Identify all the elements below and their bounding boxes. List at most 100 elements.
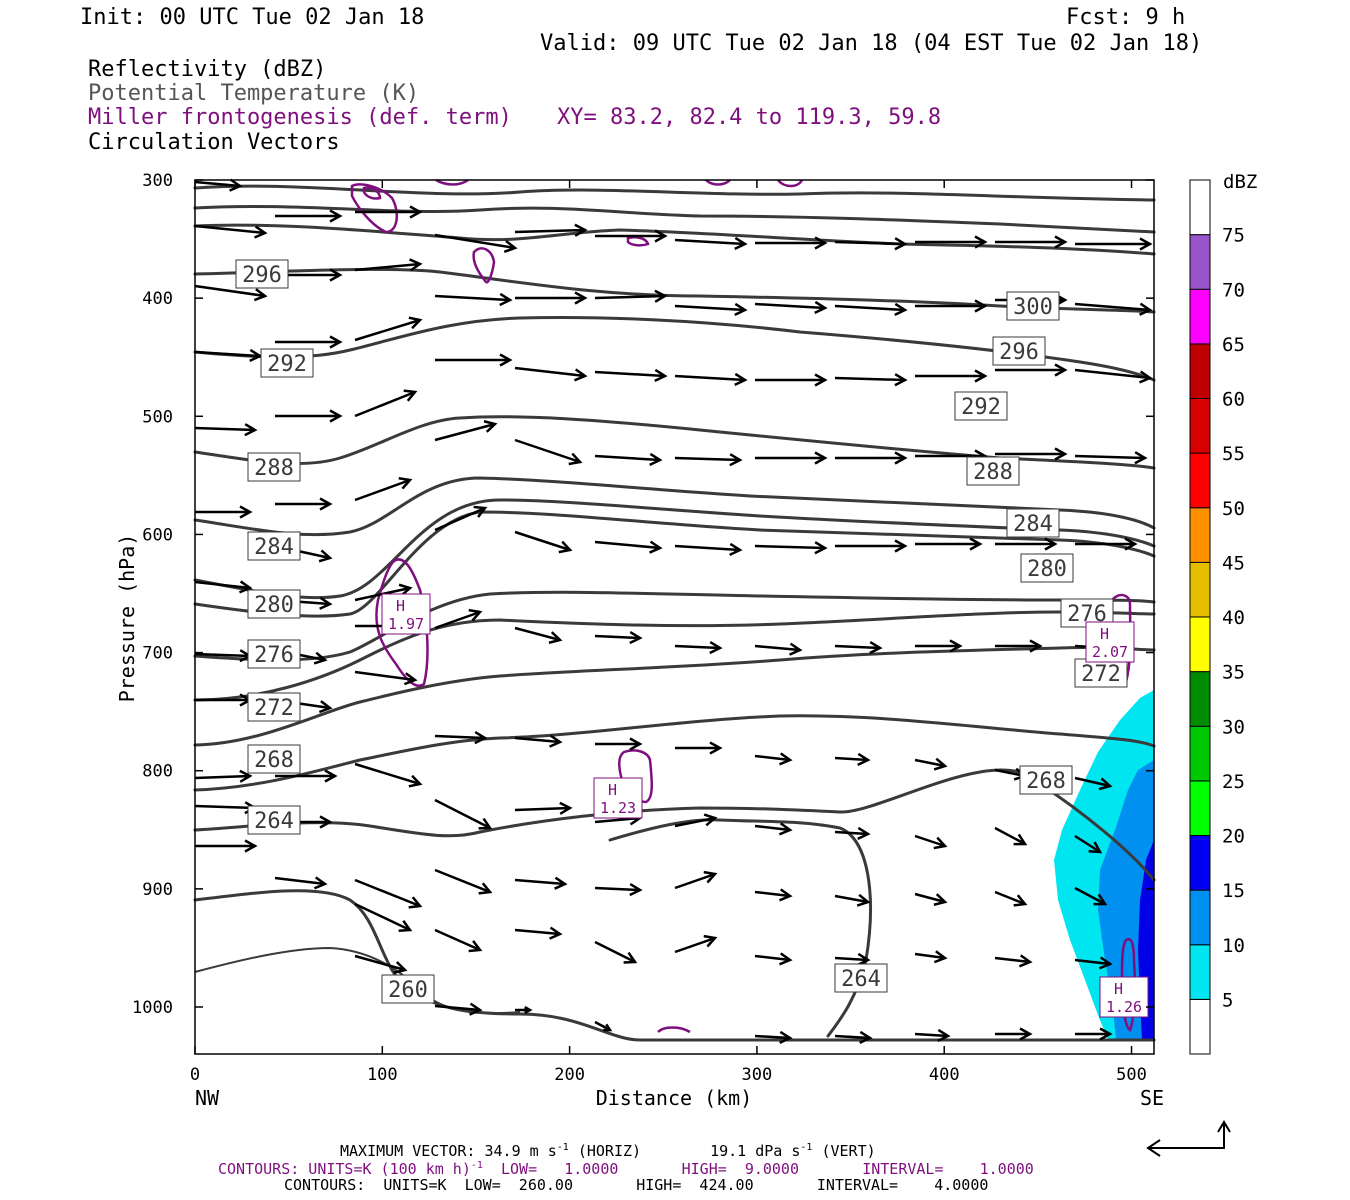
- circulation-vector: [915, 369, 988, 383]
- theta-contour-304: [193, 184, 1156, 202]
- fg-contour-top-1b: [362, 186, 382, 200]
- circulation-vector: [915, 537, 983, 551]
- colorbar-level-label: 45: [1222, 552, 1245, 574]
- circulation-vector: [995, 1027, 1033, 1041]
- circulation-vector: [594, 368, 668, 383]
- reflectivity-field: [1054, 690, 1154, 1040]
- circulation-vector: [275, 209, 343, 223]
- x-end-label-left: NW: [195, 1086, 220, 1110]
- legend-reflectivity: Reflectivity (dBZ): [88, 57, 327, 82]
- circulation-vector: [434, 233, 518, 254]
- circulation-vector: [514, 801, 573, 815]
- footer-contours-theta: CONTOURS: UNITS=K LOW= 260.00 HIGH= 424.…: [284, 1176, 989, 1194]
- theta-label-box: [235, 259, 289, 289]
- fg-max-letter: H: [608, 781, 617, 799]
- theta-label-box: [260, 348, 314, 378]
- circulation-vector: [1074, 886, 1108, 906]
- theta-contours: [193, 184, 1156, 1042]
- theta-label: 260: [388, 978, 428, 1003]
- circulation-vector: [995, 363, 1068, 377]
- theta-label-box: [247, 639, 301, 669]
- theta-label: 280: [254, 593, 294, 618]
- circulation-vector: [914, 1028, 951, 1043]
- circulation-vector: [754, 888, 793, 902]
- theta-contour-302: [193, 204, 1156, 234]
- colorbar-level-label: 50: [1222, 498, 1245, 520]
- fg-contour-1.26: [1120, 937, 1137, 1032]
- theta-label-box: [381, 974, 435, 1004]
- circulation-vector: [274, 876, 328, 890]
- colorbar-level-label: 60: [1222, 389, 1245, 411]
- reflectivity-colorbar: 5 10 15 20 25 30 35 40 45 50 55 60 65 70 75: [1189, 179, 1245, 1055]
- fg-contour-1.97: [375, 558, 429, 687]
- circulation-vector: [595, 229, 668, 243]
- circulation-vector: [354, 258, 423, 272]
- contours1-label: CONTOURS: UNITS=K (100 km h): [218, 1160, 471, 1178]
- circulation-vector: [595, 737, 643, 751]
- colorbar-swatch: [1189, 561, 1211, 618]
- circulation-vector: [514, 366, 588, 382]
- circulation-vector: [754, 300, 828, 315]
- fg-contour-top-4: [705, 179, 731, 186]
- circulation-vector: [674, 302, 748, 317]
- theta-label: 296: [999, 340, 1039, 365]
- circulation-vector: [515, 291, 588, 305]
- colorbar-level-label: 55: [1222, 443, 1245, 465]
- theta-label: 288: [973, 460, 1013, 485]
- colorbar-swatch: [1189, 179, 1211, 236]
- circulation-vector: [914, 834, 948, 850]
- colorbar-swatch: [1189, 616, 1211, 673]
- theta-label-box: [1006, 291, 1060, 321]
- theta-label: 272: [1081, 662, 1121, 687]
- circulation-vector: [275, 335, 343, 349]
- theta-label: 280: [1027, 557, 1067, 582]
- theta-label-box: [1074, 658, 1128, 688]
- circulation-vector: [434, 798, 493, 830]
- colorbar-swatch: [1189, 452, 1211, 509]
- max-vector-vert-tail: (VERT): [821, 1142, 876, 1160]
- fg-contour-top-3: [435, 178, 469, 186]
- colorbar-level-label: 20: [1222, 826, 1245, 848]
- theta-label-box: [247, 744, 301, 774]
- legend-frontogenesis: Miller frontogenesis (def. term): [88, 105, 512, 130]
- theta-label-box: [247, 531, 301, 561]
- circulation-vector: [834, 373, 908, 387]
- circulation-vector: [194, 423, 258, 437]
- theta-contour-268: [193, 714, 1156, 792]
- theta-label: 292: [961, 395, 1001, 420]
- theta-label-box: [992, 336, 1046, 366]
- theta-contour-258: [194, 946, 521, 1015]
- circulation-vector: [434, 928, 483, 953]
- theta-contour-272: [193, 645, 1156, 747]
- theta-label: 272: [254, 696, 294, 721]
- colorbar-level-label: 15: [1222, 880, 1245, 902]
- circulation-vector: [194, 284, 268, 302]
- colorbar-swatch: [1189, 288, 1211, 345]
- circulation-vector: [834, 640, 883, 655]
- circulation-vector: [754, 541, 828, 555]
- circulation-vectors: [194, 178, 1153, 1045]
- theta-label-box: [247, 805, 301, 835]
- circulation-vector: [674, 542, 743, 557]
- circulation-vector: [354, 902, 413, 932]
- circulation-vector: [674, 236, 748, 251]
- theta-label: 268: [254, 748, 294, 773]
- circulation-vector: [434, 292, 513, 307]
- colorbar-swatch: [1189, 507, 1211, 563]
- circulation-vector: [194, 580, 253, 594]
- valid-time: Valid: 09 UTC Tue 02 Jan 18 (04 EST Tue …: [540, 31, 1203, 56]
- y-tick-label: 300: [142, 171, 173, 191]
- legend-xy: XY= 83.2, 82.4 to 119.3, 59.8: [557, 105, 942, 130]
- circulation-vector: [914, 950, 948, 964]
- circulation-vector: [195, 839, 258, 853]
- circulation-vector: [1074, 302, 1153, 316]
- theta-label-box: [247, 589, 301, 619]
- circulation-vector: [194, 801, 258, 815]
- x-tick-label: 200: [554, 1065, 585, 1085]
- legend-vectors: Circulation Vectors: [88, 130, 340, 155]
- fg-max-letter: H: [1114, 980, 1123, 998]
- circulation-vector: [754, 642, 803, 656]
- circulation-vector: [754, 752, 793, 766]
- max-vector-horiz-exp: -1: [556, 1142, 569, 1153]
